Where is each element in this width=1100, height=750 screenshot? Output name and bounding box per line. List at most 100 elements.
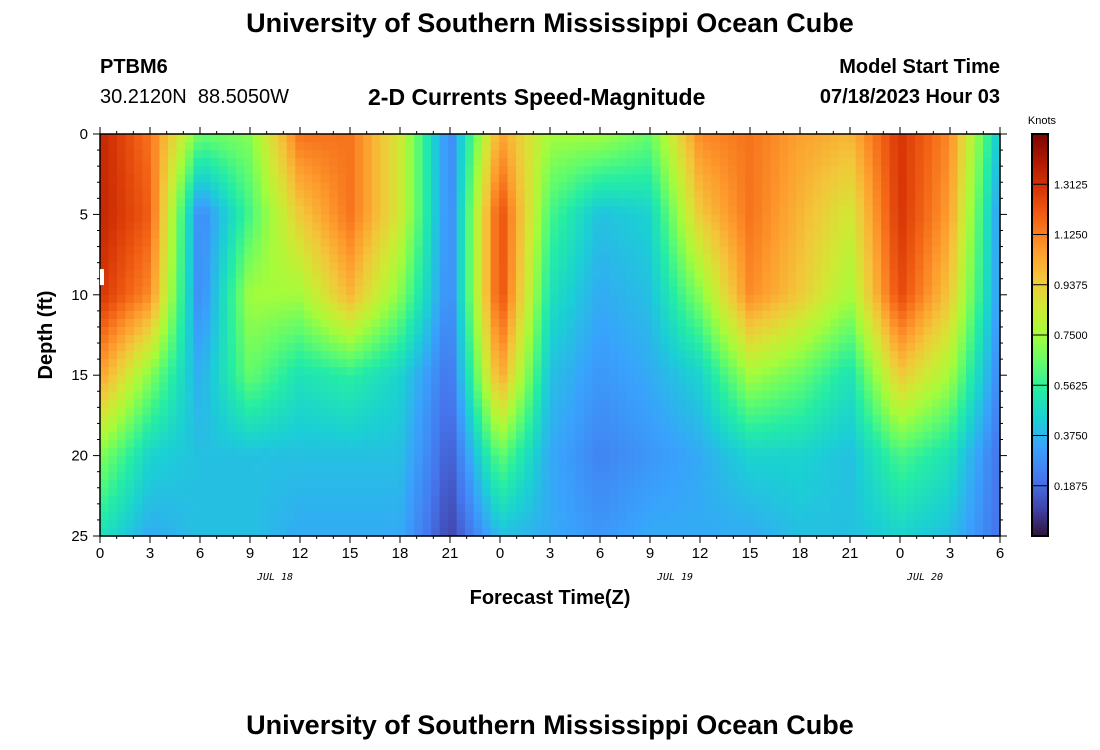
heatmap-cell: [507, 190, 517, 199]
heatmap-cell: [142, 367, 152, 376]
heatmap-cell: [116, 399, 127, 408]
heatmap-cell: [482, 487, 492, 497]
heatmap-cell: [116, 503, 127, 513]
heatmap-cell: [439, 375, 449, 384]
heatmap-cell: [278, 326, 288, 336]
heatmap-cell: [490, 326, 500, 336]
heatmap-cell: [261, 351, 271, 360]
heatmap-cell: [974, 447, 984, 457]
heatmap-cell: [864, 286, 874, 296]
heatmap-cell: [821, 463, 831, 473]
heatmap-cell: [830, 246, 840, 256]
heatmap-cell: [813, 222, 823, 232]
heatmap-cell: [558, 391, 568, 400]
heatmap-cell: [685, 174, 695, 183]
heatmap-cell: [932, 407, 942, 416]
heatmap-cell: [227, 230, 237, 240]
heatmap-cell: [651, 150, 661, 159]
heatmap-cell: [770, 206, 780, 215]
heatmap-cell: [507, 174, 517, 183]
heatmap-cell: [889, 463, 899, 473]
heatmap-cell: [201, 286, 211, 296]
heatmap-cell: [150, 439, 161, 449]
heatmap-cell: [762, 326, 772, 336]
heatmap-cell: [685, 246, 695, 256]
heatmap-cell: [269, 399, 279, 408]
heatmap-cell: [753, 158, 763, 167]
heatmap-cell: [439, 278, 449, 288]
heatmap-cell: [957, 447, 967, 457]
heatmap-cell: [694, 294, 704, 304]
heatmap-cell: [864, 479, 874, 489]
heatmap-cell: [193, 174, 203, 183]
heatmap-cell: [133, 174, 144, 183]
heatmap-cell: [864, 254, 874, 264]
heatmap-cell: [244, 158, 254, 167]
heatmap-cell: [677, 391, 687, 400]
heatmap-cell: [575, 318, 585, 328]
heatmap-cell: [303, 310, 313, 320]
heatmap-cell: [261, 359, 271, 368]
heatmap-cell: [719, 310, 729, 320]
heatmap-cell: [609, 134, 619, 143]
heatmap-cell: [201, 182, 211, 191]
heatmap-cell: [346, 246, 356, 256]
heatmap-cell: [736, 351, 746, 360]
heatmap-cell: [626, 343, 636, 352]
heatmap-cell: [634, 431, 644, 441]
heatmap-cell: [685, 431, 695, 441]
heatmap-cell: [813, 375, 823, 384]
heatmap-cell: [983, 302, 993, 312]
heatmap-cell: [872, 230, 882, 240]
heatmap-cell: [804, 407, 814, 416]
heatmap-cell: [915, 431, 925, 441]
heatmap-cell: [244, 391, 254, 400]
heatmap-cell: [660, 294, 670, 304]
heatmap-cell: [651, 206, 661, 215]
heatmap-cell: [617, 391, 628, 400]
heatmap-cell: [838, 310, 848, 320]
heatmap-cell: [906, 142, 916, 151]
heatmap-cell: [558, 270, 568, 280]
heatmap-cell: [541, 150, 551, 159]
heatmap-cell: [346, 431, 356, 441]
heatmap-cell: [210, 262, 220, 272]
heatmap-cell: [516, 222, 526, 232]
heatmap-cell: [889, 134, 899, 143]
heatmap-cell: [218, 351, 228, 360]
heatmap-cell: [787, 150, 797, 159]
heatmap-cell: [397, 351, 407, 360]
heatmap-cell: [592, 326, 602, 336]
heatmap-cell: [414, 278, 424, 288]
heatmap-cell: [558, 166, 568, 175]
heatmap-cell: [363, 439, 373, 449]
heatmap-cell: [380, 222, 390, 232]
heatmap-cell: [431, 503, 441, 513]
heatmap-cell: [201, 270, 211, 280]
heatmap-cell: [745, 190, 755, 199]
heatmap-cell: [991, 214, 1001, 224]
heatmap-cell: [150, 351, 161, 360]
heatmap-cell: [422, 182, 432, 191]
heatmap-cell: [533, 278, 543, 288]
heatmap-cell: [838, 407, 848, 416]
heatmap-cell: [465, 254, 475, 264]
heatmap-cell: [694, 455, 704, 465]
heatmap-cell: [651, 487, 661, 497]
heatmap-cell: [380, 383, 390, 392]
heatmap-cell: [431, 367, 441, 376]
heatmap-cell: [915, 503, 925, 513]
heatmap-cell: [821, 471, 831, 481]
heatmap-cell: [864, 383, 874, 392]
heatmap-cell: [354, 158, 364, 167]
heatmap-cell: [617, 375, 628, 384]
heatmap-cell: [583, 318, 594, 328]
heatmap-cell: [932, 142, 942, 151]
heatmap-cell: [490, 230, 500, 240]
heatmap-cell: [906, 310, 916, 320]
heatmap-cell: [235, 238, 245, 248]
heatmap-cell: [193, 150, 203, 159]
heatmap-cell: [677, 399, 687, 408]
heatmap-cell: [634, 302, 644, 312]
heatmap-cell: [677, 487, 687, 497]
